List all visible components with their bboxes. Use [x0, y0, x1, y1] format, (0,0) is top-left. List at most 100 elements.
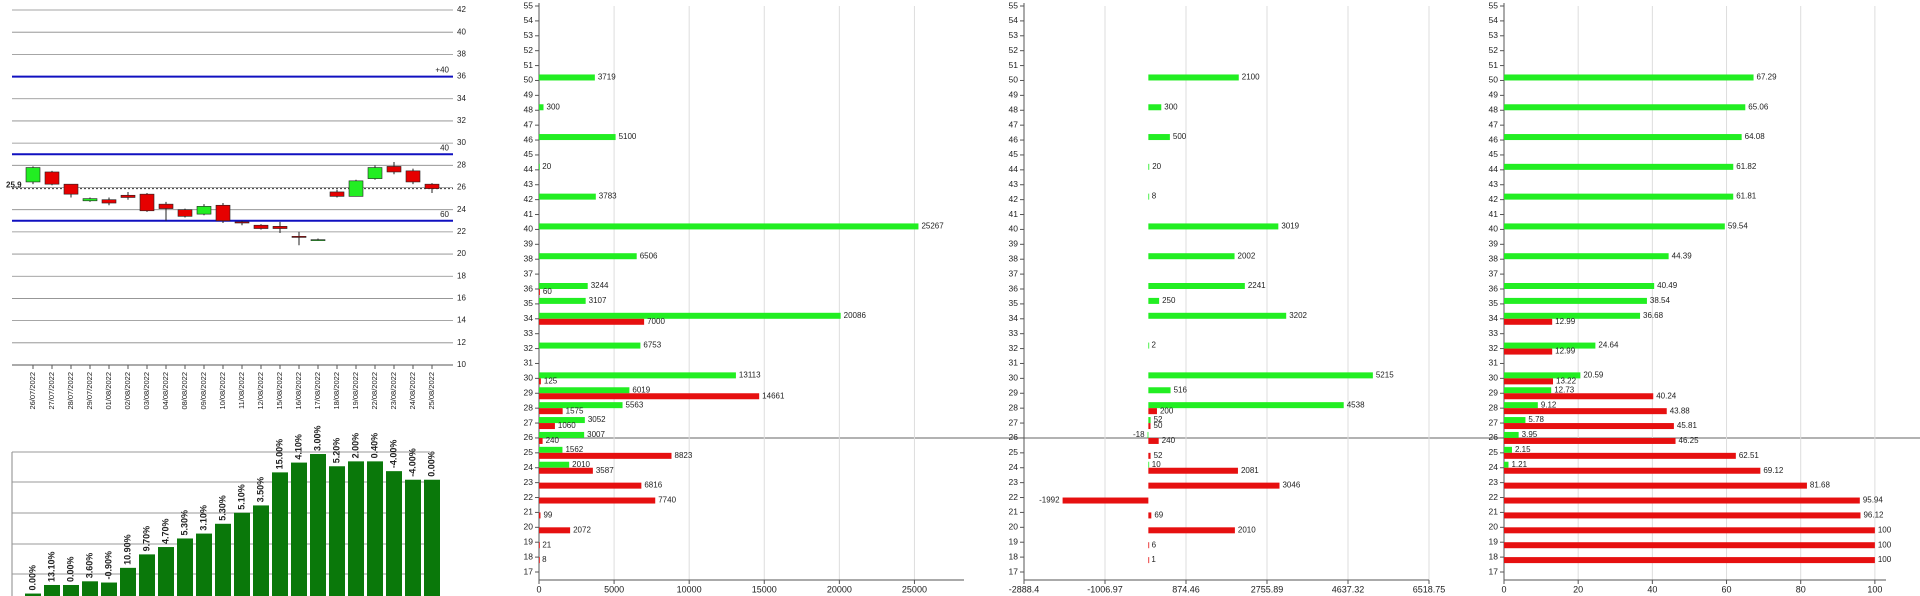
- x-tick-label: 25000: [902, 584, 927, 594]
- bar: [1148, 104, 1162, 111]
- bar: [1504, 297, 1647, 304]
- y-tick-label: 25: [1009, 447, 1019, 457]
- bar-value-label: 8823: [675, 451, 693, 460]
- bar: [539, 312, 841, 319]
- y-tick-label: 27: [1489, 417, 1499, 427]
- y-tick-label: 40: [457, 27, 466, 36]
- y-tick-label: 29: [524, 388, 534, 398]
- bar-value-label: 99: [543, 511, 552, 520]
- candle-body: [63, 183, 79, 195]
- bar: [348, 461, 364, 596]
- y-tick-label: 33: [524, 328, 534, 338]
- bar: [44, 584, 60, 596]
- x-tick-label: 6518.75: [1413, 584, 1446, 594]
- x-tick-label: 10/08/2022: [218, 372, 227, 410]
- bar-value-label: 5215: [1376, 370, 1394, 379]
- y-tick-label: 53: [1489, 30, 1499, 40]
- candle-body: [367, 167, 383, 179]
- bar: [215, 523, 231, 596]
- bar: [1148, 193, 1150, 200]
- bar-value-label: 96.12: [1863, 511, 1884, 520]
- candle-body: [139, 193, 155, 212]
- bar: [539, 497, 656, 504]
- bar-value-label: 6019: [632, 385, 650, 394]
- y-tick-label: 40: [524, 224, 534, 234]
- bar-value-label: 2081: [1241, 466, 1259, 475]
- bar: [539, 289, 540, 295]
- bar-value-label: 7740: [658, 496, 676, 505]
- y-tick-label: 38: [1489, 253, 1499, 263]
- x-tick-label: 04/08/2022: [161, 372, 170, 410]
- y-tick-label: 32: [1009, 343, 1019, 353]
- bar-value-label: 2100: [1242, 73, 1260, 82]
- y-tick-label: 21: [524, 507, 534, 517]
- y-tick-label: 17: [1489, 566, 1499, 576]
- bar-value-label: 100: [1878, 540, 1892, 549]
- y-tick-label: 32: [1489, 343, 1499, 353]
- x-tick-label: 0: [1501, 584, 1506, 594]
- bar-value-label: 52: [1154, 415, 1163, 424]
- bar-value-label: 1: [1151, 555, 1156, 564]
- y-tick-label: 34: [457, 94, 466, 103]
- bar-value-label: 5.78: [1528, 415, 1544, 424]
- x-tick-label: 09/08/2022: [199, 372, 208, 410]
- bar-value-label: 125: [544, 376, 558, 385]
- bar-value-label: 2010: [572, 460, 590, 469]
- bar: [1148, 437, 1159, 444]
- bar: [158, 547, 174, 596]
- bar: [1148, 372, 1373, 379]
- y-tick-label: 54: [1009, 15, 1019, 25]
- y-tick-label: 44: [1489, 164, 1499, 174]
- bar-value-label: 3019: [1281, 222, 1299, 231]
- bar-value-label: 6: [1152, 540, 1157, 549]
- bar-value-label: 12.99: [1555, 347, 1576, 356]
- candle-body: [44, 171, 60, 185]
- bar-value-label: 7000: [647, 317, 665, 326]
- level-label: 60: [440, 210, 449, 219]
- bar: [272, 472, 288, 596]
- bar: [539, 557, 540, 564]
- bar: [1148, 74, 1239, 81]
- x-tick-label: 15000: [752, 584, 777, 594]
- y-tick-label: 16: [457, 294, 466, 303]
- bar-value-label: -18: [1133, 430, 1145, 439]
- bar: [1148, 417, 1151, 424]
- bar: [1504, 348, 1553, 355]
- bar: [82, 581, 98, 596]
- x-tick-label: 0: [536, 584, 541, 594]
- y-tick-label: 41: [1489, 209, 1499, 219]
- bar-value-label: 20086: [844, 311, 867, 320]
- bar-value-label: 12.73: [1554, 385, 1575, 394]
- bar-value-label: 60: [543, 287, 552, 296]
- bar: [539, 482, 642, 489]
- bar: [310, 454, 326, 596]
- bar-label: 13.10%: [46, 551, 56, 582]
- y-tick-label: 35: [1489, 298, 1499, 308]
- bar: [1147, 431, 1149, 438]
- x-tick-label: 10000: [677, 584, 702, 594]
- y-tick-label: 19: [524, 536, 534, 546]
- bar: [1504, 437, 1676, 444]
- bar-value-label: 44.39: [1672, 251, 1693, 260]
- y-tick-label: 31: [524, 358, 534, 368]
- bar-label: 0.40%: [369, 433, 379, 459]
- bar: [539, 223, 919, 230]
- candle-body: [215, 204, 231, 222]
- bar-value-label: 52: [1154, 451, 1163, 460]
- bar: [329, 466, 345, 596]
- bar: [539, 378, 541, 385]
- bar: [1148, 163, 1150, 170]
- y-tick-label: 26: [524, 432, 534, 442]
- bar: [539, 461, 570, 468]
- bar: [1504, 193, 1734, 200]
- bar-label: 3.60%: [84, 553, 94, 579]
- bar-label: 3.10%: [198, 505, 208, 531]
- x-tick-label: 18/08/2022: [332, 372, 341, 410]
- bar: [539, 423, 555, 430]
- bar-value-label: 2: [1151, 341, 1156, 350]
- y-tick-label: 24: [1009, 462, 1019, 472]
- y-tick-label: 19: [1009, 536, 1019, 546]
- bar: [1062, 497, 1149, 504]
- bar: [1148, 387, 1171, 394]
- y-tick-label: 21: [1009, 507, 1019, 517]
